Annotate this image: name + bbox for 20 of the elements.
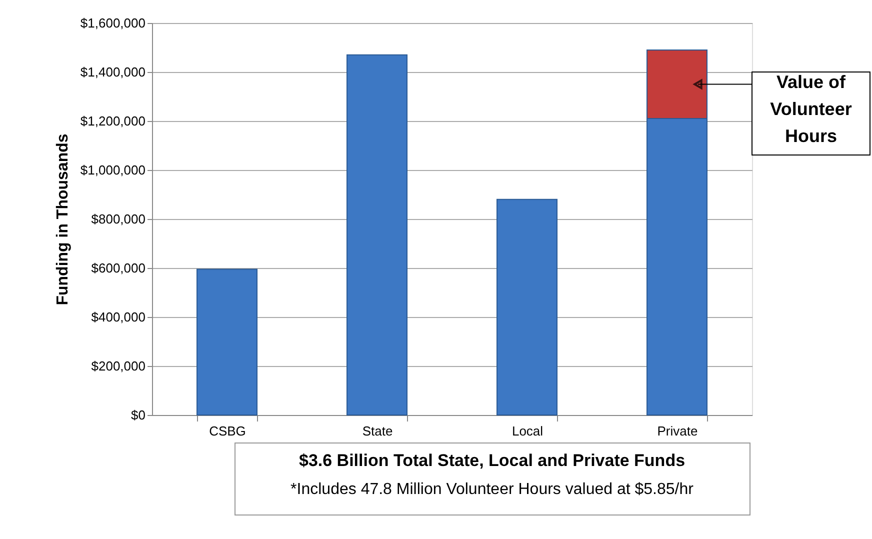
y-tick-label: $800,000 [91, 212, 146, 226]
text: $3.6 Billion Total State, Local and Private Funds [298, 451, 686, 470]
y-tick-label: $600,000 [91, 260, 146, 276]
x-tick-label: Local [512, 424, 544, 438]
y-axis-title: Funding in Thousands [54, 134, 72, 306]
x-tick-label: State [362, 424, 393, 438]
y-tick-label: $400,000 [91, 310, 146, 324]
y-tick-label: $1,600,000 [80, 16, 146, 30]
y-tick-label: $1,400,000 [80, 64, 146, 80]
y-tick-label: $0 [131, 408, 146, 422]
text: *Includes 47.8 Million Volunteer Hours valued at $5.85/hr [290, 481, 694, 498]
y-tick-label: $200,000 [91, 358, 146, 374]
bar [346, 54, 408, 416]
text: Value of Volunteer Hours [770, 72, 852, 146]
x-tick-label: Private [657, 424, 698, 438]
x-tick-label: CSBG [209, 424, 246, 438]
y-tick-label: $1,200,000 [80, 114, 146, 128]
y-tick-label: $1,000,000 [80, 162, 146, 178]
bar [196, 268, 258, 416]
bar [496, 198, 558, 416]
